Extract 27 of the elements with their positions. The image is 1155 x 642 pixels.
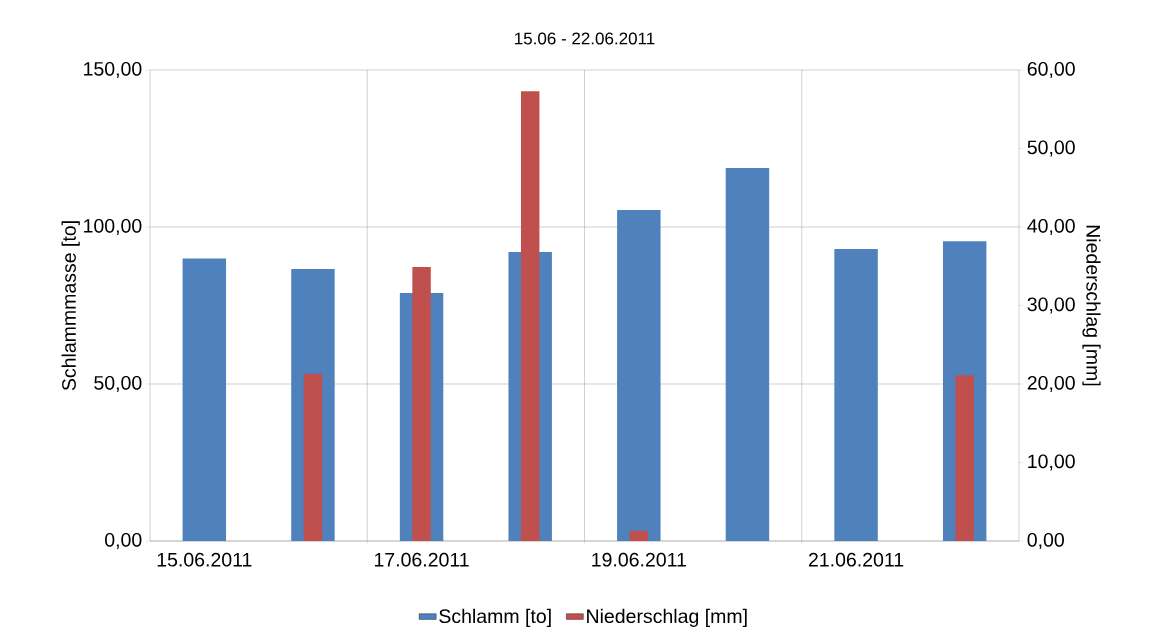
bar	[617, 210, 661, 541]
y2-tick-label: 20,00	[1027, 375, 1075, 393]
x-tick-label: 19.06.2011	[592, 552, 686, 567]
legend-label: Niederschlag [mm]	[587, 608, 747, 627]
y-tick-label: 100,00	[84, 218, 142, 236]
y2-tick-label: 0,00	[1027, 532, 1064, 550]
y2-tick-label: 50,00	[1027, 140, 1075, 157]
bar	[834, 248, 878, 541]
y-tick-label: 150,00	[84, 61, 142, 79]
y-axis-title: Schlammmasse [to]	[61, 221, 80, 391]
y2-tick-label: 60,00	[1027, 61, 1075, 79]
bar	[629, 530, 649, 541]
y-tick-label: 0,00	[105, 532, 142, 550]
bar	[725, 167, 770, 541]
y2-tick-label: 40,00	[1027, 218, 1075, 236]
bar	[955, 375, 974, 541]
y2-tick-label: 10,00	[1028, 454, 1075, 471]
chart-title: 15.06 - 22.06.2011	[515, 32, 655, 45]
y2-tick-label: 30,00	[1027, 297, 1075, 314]
bar	[303, 373, 323, 541]
x-tick-label: 21.06.2011	[808, 552, 904, 567]
y-tick-label: 50,00	[94, 375, 142, 393]
y2-axis-title: Niederschlag [mm]	[1082, 225, 1101, 386]
legend-label: Schlamm [to]	[439, 608, 551, 627]
bar	[182, 258, 227, 541]
x-tick-label: 17.06.2011	[374, 552, 469, 567]
x-tick-label: 15.06.2011	[157, 552, 252, 567]
